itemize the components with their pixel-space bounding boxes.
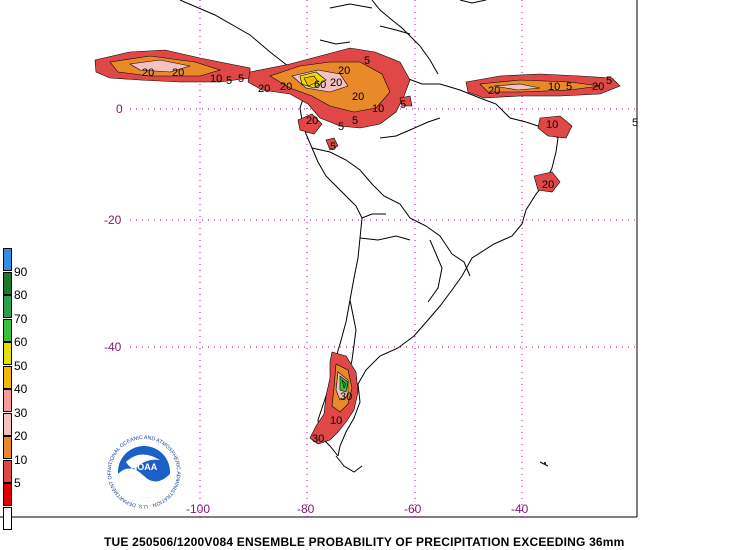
legend-swatch (3, 271, 12, 295)
legend-label: 60 (14, 335, 28, 349)
legend-label: 40 (14, 382, 28, 396)
longitude-label-minus100: -100 (186, 502, 211, 516)
legend-label: 90 (14, 264, 28, 279)
contour-label: 20 (258, 83, 270, 95)
legend-swatch (3, 295, 12, 318)
contour-label: 5 (606, 75, 612, 87)
contour-label: 5 (226, 75, 232, 87)
contour-label: 10 (372, 103, 384, 115)
legend-swatch (3, 412, 12, 436)
legend-swatch (3, 483, 12, 506)
legend-swatch (3, 506, 12, 530)
contour-label: 10 (210, 73, 222, 85)
legend-swatch (3, 365, 12, 389)
noaa-logo: NATIONAL OCEANIC AND ATMOSPHERIC ADMINIS… (104, 432, 183, 511)
contour-label: 20 (172, 67, 184, 79)
contour-label: 5 (566, 81, 572, 93)
contour-label: 10 (330, 415, 342, 427)
contour-label: 20 (338, 65, 350, 77)
contour-label: 20 (488, 85, 500, 97)
contour-label: 5 (238, 73, 244, 85)
contour-label: 5 (352, 115, 358, 127)
legend-swatch (3, 459, 12, 483)
longitude-label-minus60: -60 (404, 502, 422, 516)
precipitation-areas (94, 47, 621, 445)
legend-label: 80 (14, 288, 28, 302)
area-atlantic-east (537, 115, 573, 139)
longitude-label-minus80: -80 (297, 502, 315, 516)
latitude-label-minus20: -20 (104, 213, 122, 227)
contour-label: 5 (338, 121, 344, 133)
area-brazil-coast (533, 171, 561, 193)
legend-label: 30 (14, 405, 28, 420)
legend-label: 70 (14, 311, 28, 326)
legend-swatch (3, 389, 12, 412)
legend-label: 10 (14, 452, 28, 467)
contour-label: 60 (314, 79, 326, 91)
legend-swatch (3, 436, 12, 459)
contour-label: 5 (364, 55, 370, 67)
contour-label: 10 (548, 81, 560, 93)
contour-label: 5 (632, 117, 638, 129)
legend-label: 50 (14, 358, 28, 373)
contour-label: 30 (340, 391, 352, 403)
legend-label: 20 (14, 429, 28, 443)
contour-label: 20 (280, 81, 292, 93)
graticule (130, 0, 637, 517)
contour-label: 20 (542, 179, 554, 191)
legend-swatch (3, 248, 12, 271)
contour-label: 10 (546, 119, 558, 131)
legend-swatch (3, 318, 12, 342)
map-caption: TUE 250506/1200V084 ENSEMBLE PROBABILITY… (104, 535, 625, 549)
contour-label: 30 (312, 433, 324, 445)
contour-label: 5 (400, 99, 406, 111)
longitude-label-minus40: -40 (511, 502, 529, 516)
contour-label: 5 (330, 141, 336, 153)
latitude-label-0: 0 (116, 102, 123, 116)
svg-text:NOAA: NOAA (131, 462, 158, 472)
legend-label: 5 (14, 476, 21, 490)
contour-label: 20 (142, 67, 154, 79)
legend-swatch (3, 342, 12, 365)
contour-label: 20 (330, 77, 342, 89)
latitude-label-minus40: -40 (104, 340, 122, 354)
contour-label: 20 (592, 81, 604, 93)
contour-label: 20 (352, 91, 364, 103)
contour-label: 20 (306, 115, 318, 127)
